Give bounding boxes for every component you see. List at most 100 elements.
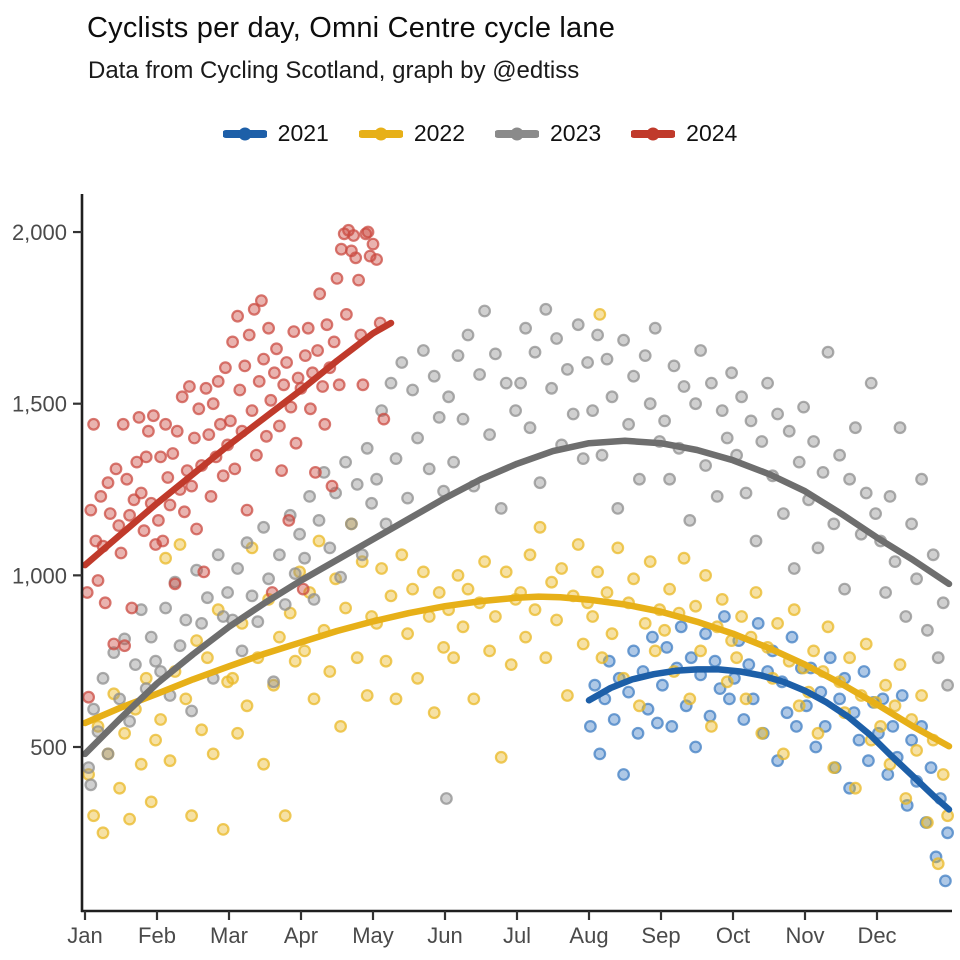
scatter-point-2022 <box>777 747 790 761</box>
scatter-point-2023 <box>744 414 758 428</box>
scatter-point-2024 <box>168 577 182 591</box>
scatter-point-2024 <box>260 429 273 443</box>
scatter-point-2023 <box>406 383 420 397</box>
legend-key-2022 <box>358 127 403 140</box>
scatter-point-2022 <box>611 541 625 555</box>
scatter-point-2024 <box>146 409 160 423</box>
scatter-point-2023 <box>123 714 137 728</box>
scatter-point-2022 <box>113 781 126 795</box>
scatter-point-2022 <box>539 651 553 665</box>
scatter-point-2024 <box>137 524 151 538</box>
scatter-point-2023 <box>617 333 630 347</box>
trend-line-2023 <box>81 437 953 758</box>
scatter-point-2022 <box>149 733 163 747</box>
scatter-point-2022 <box>827 761 841 774</box>
scatter-point-2022 <box>216 823 230 836</box>
scatter-point-2023 <box>499 376 513 390</box>
scatter-point-2024 <box>123 508 137 522</box>
scatter-point-2024 <box>296 582 310 596</box>
y-tick-label: 2,000 <box>12 220 67 245</box>
scatter-point-2023 <box>833 448 846 462</box>
scatter-point-2023 <box>893 421 907 435</box>
scatter-point-2023 <box>159 601 173 615</box>
scatter-point-2023 <box>235 644 249 658</box>
scatter-point-2022 <box>360 689 374 702</box>
scatter-point-2022 <box>200 651 214 665</box>
scatter-point-2022 <box>600 586 614 599</box>
scatter-point-2022 <box>874 720 887 733</box>
scatter-point-2023 <box>456 412 470 426</box>
scatter-point-2023 <box>514 376 527 390</box>
scatter-point-2024 <box>114 546 128 560</box>
scatter-point-2023 <box>523 421 537 435</box>
scatter-point-2023 <box>627 369 640 383</box>
scatter-point-2022 <box>134 757 148 771</box>
scatter-point-2022 <box>447 651 461 665</box>
scatter-point-2024 <box>94 490 108 503</box>
scatter-point-2022 <box>807 644 820 658</box>
scatter-point-2023 <box>211 548 225 562</box>
scatter-point-2024 <box>301 321 315 335</box>
scatter-point-2023 <box>231 562 245 575</box>
scatter-point-2023 <box>355 548 369 562</box>
scatter-point-2022 <box>478 555 492 568</box>
scatter-point-2022 <box>185 809 199 823</box>
scatter-point-2022 <box>677 551 691 565</box>
scatter-point-2022 <box>888 699 902 713</box>
scatter-point-2022 <box>910 744 923 757</box>
scatter-point-2023 <box>447 455 461 469</box>
scatter-point-2022 <box>720 675 734 689</box>
scatter-point-2022 <box>749 586 763 599</box>
legend-label-2021: 2021 <box>277 120 329 146</box>
legend-item-2022: 2022 <box>358 120 465 147</box>
scatter-point-2024 <box>282 514 296 527</box>
scatter-point-2024 <box>247 302 261 316</box>
scatter-point-2023 <box>539 302 553 316</box>
scatter-point-2024 <box>273 419 286 433</box>
scatter-point-2024 <box>101 476 115 490</box>
scatter-point-2021 <box>607 713 621 726</box>
scatter-point-2024 <box>223 414 237 428</box>
scatter-point-2023 <box>905 517 918 531</box>
legend-item-2023: 2023 <box>495 120 601 147</box>
scatter-point-2021 <box>924 761 938 774</box>
scatter-point-2023 <box>273 548 286 562</box>
scatter-point-2021 <box>627 644 640 658</box>
scatter-point-2022 <box>123 812 137 826</box>
scatter-point-2022 <box>528 603 542 617</box>
scatter-point-2022 <box>715 593 729 606</box>
scatter-point-2022 <box>643 555 657 568</box>
scatter-point-2023 <box>113 692 126 706</box>
scatter-point-2024 <box>226 335 240 349</box>
scatter-point-2022 <box>821 620 835 634</box>
scatter-point-2024 <box>170 424 184 438</box>
scatter-point-2021 <box>881 768 895 781</box>
scatter-point-2023 <box>317 466 331 479</box>
scatter-point-2022 <box>467 692 481 706</box>
x-tick-label: Nov <box>785 923 824 948</box>
scatter-point-2023 <box>345 517 358 531</box>
scatter-point-2023 <box>605 390 619 404</box>
scatter-point-2022 <box>273 630 286 644</box>
legend-item-2024: 2024 <box>631 120 737 147</box>
scatter-point-2024 <box>240 503 254 517</box>
scatter-point-2021 <box>823 651 837 665</box>
scatter-point-2024 <box>216 469 230 483</box>
scatter-point-2022 <box>154 713 168 726</box>
scatter-point-2022 <box>593 308 607 321</box>
scatter-point-2023 <box>323 541 337 555</box>
scatter-point-2024 <box>347 229 361 242</box>
scatter-point-2023 <box>797 400 810 414</box>
scatter-point-2023 <box>360 441 374 455</box>
scatter-point-2021 <box>584 720 597 733</box>
scatter-point-2024 <box>109 462 123 476</box>
legend-label-2024: 2024 <box>686 120 738 146</box>
scatter-point-2023 <box>807 435 820 448</box>
scatter-point-2022 <box>179 692 193 706</box>
scatter-point-2024 <box>327 335 341 349</box>
scatter-point-2021 <box>674 620 688 634</box>
scatter-point-2021 <box>703 709 717 723</box>
scatter-point-2021 <box>660 641 674 654</box>
scatter-point-2021 <box>941 826 954 840</box>
scatter-point-2022 <box>694 644 707 658</box>
